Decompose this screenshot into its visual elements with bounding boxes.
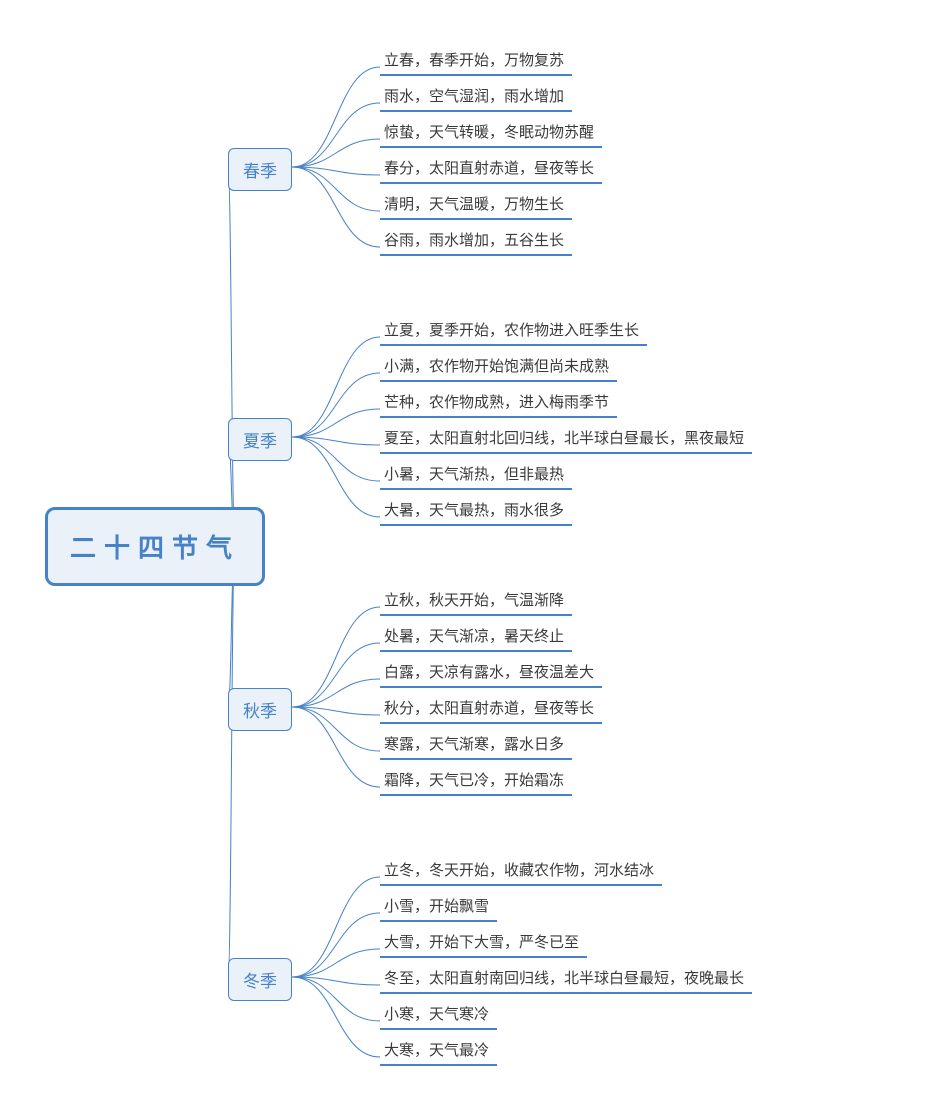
leaf-text: 雨水，空气湿润，雨水增加 xyxy=(384,88,564,105)
leaf-text: 夏至，太阳直射北回归线，北半球白昼最长，黑夜最短 xyxy=(384,430,744,447)
leaf-node[interactable]: 小寒，天气寒冷 xyxy=(380,999,497,1030)
leaf-node[interactable]: 立春，春季开始，万物复苏 xyxy=(380,45,572,76)
leaf-node[interactable]: 雨水，空气湿润，雨水增加 xyxy=(380,81,572,112)
season-label: 冬季 xyxy=(243,972,277,991)
leaf-node[interactable]: 霜降，天气已冷，开始霜冻 xyxy=(380,765,572,796)
leaf-text: 春分，太阳直射赤道，昼夜等长 xyxy=(384,160,594,177)
leaf-text: 清明，天气温暖，万物生长 xyxy=(384,196,564,213)
season-node-spring[interactable]: 春季 xyxy=(228,148,292,191)
leaf-text: 白露，天凉有露水，昼夜温差大 xyxy=(384,664,594,681)
leaf-text: 小雪，开始飘雪 xyxy=(384,898,489,915)
leaf-text: 冬至，太阳直射南回归线，北半球白昼最短，夜晚最长 xyxy=(384,970,744,987)
leaf-node[interactable]: 立秋，秋天开始，气温渐降 xyxy=(380,585,572,616)
leaf-node[interactable]: 夏至，太阳直射北回归线，北半球白昼最长，黑夜最短 xyxy=(380,423,752,454)
leaf-node[interactable]: 大寒，天气最冷 xyxy=(380,1035,497,1066)
leaf-node[interactable]: 处暑，天气渐凉，暑天终止 xyxy=(380,621,572,652)
leaf-text: 小满，农作物开始饱满但尚未成熟 xyxy=(384,358,609,375)
leaf-text: 处暑，天气渐凉，暑天终止 xyxy=(384,628,564,645)
leaf-text: 寒露，天气渐寒，露水日多 xyxy=(384,736,564,753)
leaf-text: 大寒，天气最冷 xyxy=(384,1042,489,1059)
season-label: 秋季 xyxy=(243,702,277,721)
leaf-text: 惊蛰，天气转暖，冬眠动物苏醒 xyxy=(384,124,594,141)
leaf-node[interactable]: 秋分，太阳直射赤道，昼夜等长 xyxy=(380,693,602,724)
leaf-node[interactable]: 芒种，农作物成熟，进入梅雨季节 xyxy=(380,387,617,418)
leaf-node[interactable]: 小满，农作物开始饱满但尚未成熟 xyxy=(380,351,617,382)
leaf-node[interactable]: 寒露，天气渐寒，露水日多 xyxy=(380,729,572,760)
leaf-node[interactable]: 白露，天凉有露水，昼夜温差大 xyxy=(380,657,602,688)
leaf-node[interactable]: 清明，天气温暖，万物生长 xyxy=(380,189,572,220)
leaf-node[interactable]: 惊蛰，天气转暖，冬眠动物苏醒 xyxy=(380,117,602,148)
leaf-node[interactable]: 小雪，开始飘雪 xyxy=(380,891,497,922)
leaf-node[interactable]: 立冬，冬天开始，收藏农作物，河水结冰 xyxy=(380,855,662,886)
leaf-text: 小暑，天气渐热，但非最热 xyxy=(384,466,564,483)
leaf-text: 谷雨，雨水增加，五谷生长 xyxy=(384,232,564,249)
leaf-text: 立夏，夏季开始，农作物进入旺季生长 xyxy=(384,322,639,339)
leaf-text: 秋分，太阳直射赤道，昼夜等长 xyxy=(384,700,594,717)
season-label: 夏季 xyxy=(243,432,277,451)
root-label: 二十四节气 xyxy=(70,533,240,563)
root-node[interactable]: 二十四节气 xyxy=(45,507,265,586)
season-label: 春季 xyxy=(243,162,277,181)
leaf-text: 立春，春季开始，万物复苏 xyxy=(384,52,564,69)
season-node-summer[interactable]: 夏季 xyxy=(228,418,292,461)
leaf-node[interactable]: 冬至，太阳直射南回归线，北半球白昼最短，夜晚最长 xyxy=(380,963,752,994)
leaf-node[interactable]: 立夏，夏季开始，农作物进入旺季生长 xyxy=(380,315,647,346)
leaf-node[interactable]: 春分，太阳直射赤道，昼夜等长 xyxy=(380,153,602,184)
leaf-node[interactable]: 谷雨，雨水增加，五谷生长 xyxy=(380,225,572,256)
leaf-text: 小寒，天气寒冷 xyxy=(384,1006,489,1023)
leaf-text: 大雪，开始下大雪，严冬已至 xyxy=(384,934,579,951)
leaf-text: 大暑，天气最热，雨水很多 xyxy=(384,502,564,519)
leaf-text: 霜降，天气已冷，开始霜冻 xyxy=(384,772,564,789)
season-node-winter[interactable]: 冬季 xyxy=(228,958,292,1001)
leaf-text: 立冬，冬天开始，收藏农作物，河水结冰 xyxy=(384,862,654,879)
leaf-node[interactable]: 大雪，开始下大雪，严冬已至 xyxy=(380,927,587,958)
leaf-node[interactable]: 大暑，天气最热，雨水很多 xyxy=(380,495,572,526)
leaf-text: 芒种，农作物成熟，进入梅雨季节 xyxy=(384,394,609,411)
leaf-text: 立秋，秋天开始，气温渐降 xyxy=(384,592,564,609)
season-node-autumn[interactable]: 秋季 xyxy=(228,688,292,731)
leaf-node[interactable]: 小暑，天气渐热，但非最热 xyxy=(380,459,572,490)
